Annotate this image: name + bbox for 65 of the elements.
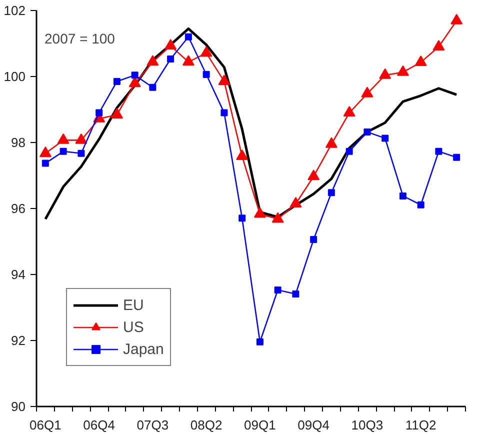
x-tick-label: 08Q2: [190, 418, 222, 432]
point: [450, 14, 463, 24]
point: [146, 55, 159, 66]
point: [39, 146, 52, 158]
point: [435, 148, 442, 155]
y-tick-label: 92: [11, 333, 26, 348]
point: [218, 74, 230, 86]
point: [325, 137, 338, 148]
point: [396, 65, 409, 76]
point: [310, 236, 318, 244]
point: [290, 197, 302, 208]
point: [382, 134, 389, 142]
point: [346, 148, 353, 155]
x-tick-label: 10Q3: [351, 418, 384, 432]
point: [238, 214, 246, 222]
legend-label: Japan: [123, 340, 164, 358]
x-tick-label: 11Q2: [405, 418, 436, 432]
point: [75, 133, 88, 144]
x-tick-label: 06Q1: [30, 418, 62, 432]
point: [60, 148, 67, 155]
point: [256, 338, 264, 346]
point: [149, 84, 156, 91]
y-tick-label: 100: [4, 69, 26, 84]
annotation: 2007 = 100: [44, 30, 116, 46]
x-tick-label: 07Q3: [136, 418, 169, 432]
point: [78, 150, 85, 157]
point: [96, 109, 103, 116]
point: [164, 38, 177, 50]
point: [292, 290, 300, 298]
point: [361, 86, 374, 98]
point: [220, 109, 228, 116]
point: [42, 160, 49, 167]
point: [379, 68, 392, 79]
point: [167, 56, 174, 63]
x-tick-label: 09Q1: [244, 418, 276, 432]
point: [328, 189, 335, 196]
y-tick-label: 102: [4, 3, 26, 18]
legend-label: US: [123, 318, 144, 336]
point: [110, 108, 123, 118]
point: [182, 55, 194, 66]
y-tick-label: 94: [11, 267, 26, 282]
point: [202, 71, 210, 78]
point: [343, 106, 356, 116]
point: [364, 128, 371, 136]
point: [308, 170, 320, 180]
point: [184, 33, 192, 40]
point: [432, 40, 445, 50]
point: [417, 201, 424, 208]
point: [200, 46, 212, 57]
point: [453, 154, 460, 161]
point: [57, 133, 70, 144]
point: [131, 72, 138, 79]
y-tick-label: 98: [11, 135, 26, 150]
point: [236, 150, 248, 160]
legend-label: EU: [123, 296, 144, 314]
y-tick-label: 96: [11, 201, 26, 216]
point: [272, 212, 284, 223]
point: [254, 207, 266, 218]
point: [113, 78, 120, 85]
y-tick-label: 90: [11, 399, 26, 414]
point: [399, 192, 406, 200]
point: [274, 286, 282, 294]
point: [414, 55, 427, 66]
x-tick-label: 06Q4: [83, 418, 115, 432]
x-tick-label: 09Q4: [298, 418, 330, 432]
